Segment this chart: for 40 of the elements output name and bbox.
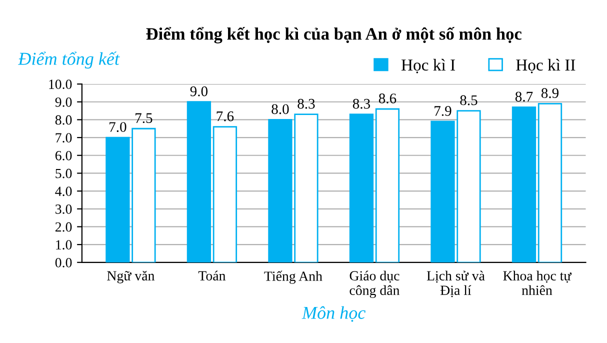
x-tick-label: Toán (198, 270, 226, 281)
data-label: 8.5 (460, 95, 478, 106)
data-label: 8.3 (298, 98, 315, 109)
data-label: 9.0 (190, 86, 208, 96)
y-axis-title: Điểm tổng kết (18, 52, 120, 69)
data-label: 8.9 (541, 88, 559, 98)
x-tick-label: Tiếng Anh (264, 270, 322, 284)
y-tick-label: 0.0 (55, 258, 72, 268)
y-tick-label: 9.0 (55, 97, 72, 107)
y-tick-label: 7.0 (56, 133, 72, 143)
x-tick-label: Giáo dục công dân (350, 270, 400, 298)
data-label: 8.3 (352, 98, 370, 109)
bar (186, 101, 212, 262)
data-label: 8.7 (515, 92, 533, 102)
data-label: 8.0 (272, 104, 289, 114)
data-label: 7.5 (136, 113, 152, 124)
data-label: 7.0 (110, 122, 126, 132)
y-tick-label: 5.0 (56, 168, 72, 178)
y-tick-label: 4.0 (55, 186, 72, 196)
data-label: 7.6 (216, 111, 234, 122)
data-label: 8.6 (378, 94, 396, 104)
y-tick-label: 1.0 (56, 240, 72, 250)
legend-label: Học kì II (516, 58, 576, 74)
x-tick-label: Lịch sử và Địa lí (426, 270, 485, 298)
bar (538, 102, 562, 262)
x-axis-title: Môn học (302, 306, 366, 322)
y-tick-label: 10.0 (49, 80, 72, 90)
x-tick-label: Khoa học tự nhiên (503, 270, 572, 296)
y-tick-label: 3.0 (56, 204, 72, 214)
bar (212, 126, 238, 262)
x-tick-label: Ngữ văn (107, 270, 155, 284)
y-tick-label: 8.0 (55, 115, 72, 125)
y-tick-label: 2.0 (55, 222, 72, 232)
legend-label: Học kì I (401, 58, 456, 74)
chart-title: Điểm tổng kết học kì của bạn An ở một số môn học (146, 26, 522, 44)
y-tick-label: 6.0 (55, 150, 72, 160)
bar (512, 106, 536, 262)
data-label: 7.9 (434, 106, 452, 116)
bar (349, 114, 374, 262)
bar (375, 108, 400, 262)
